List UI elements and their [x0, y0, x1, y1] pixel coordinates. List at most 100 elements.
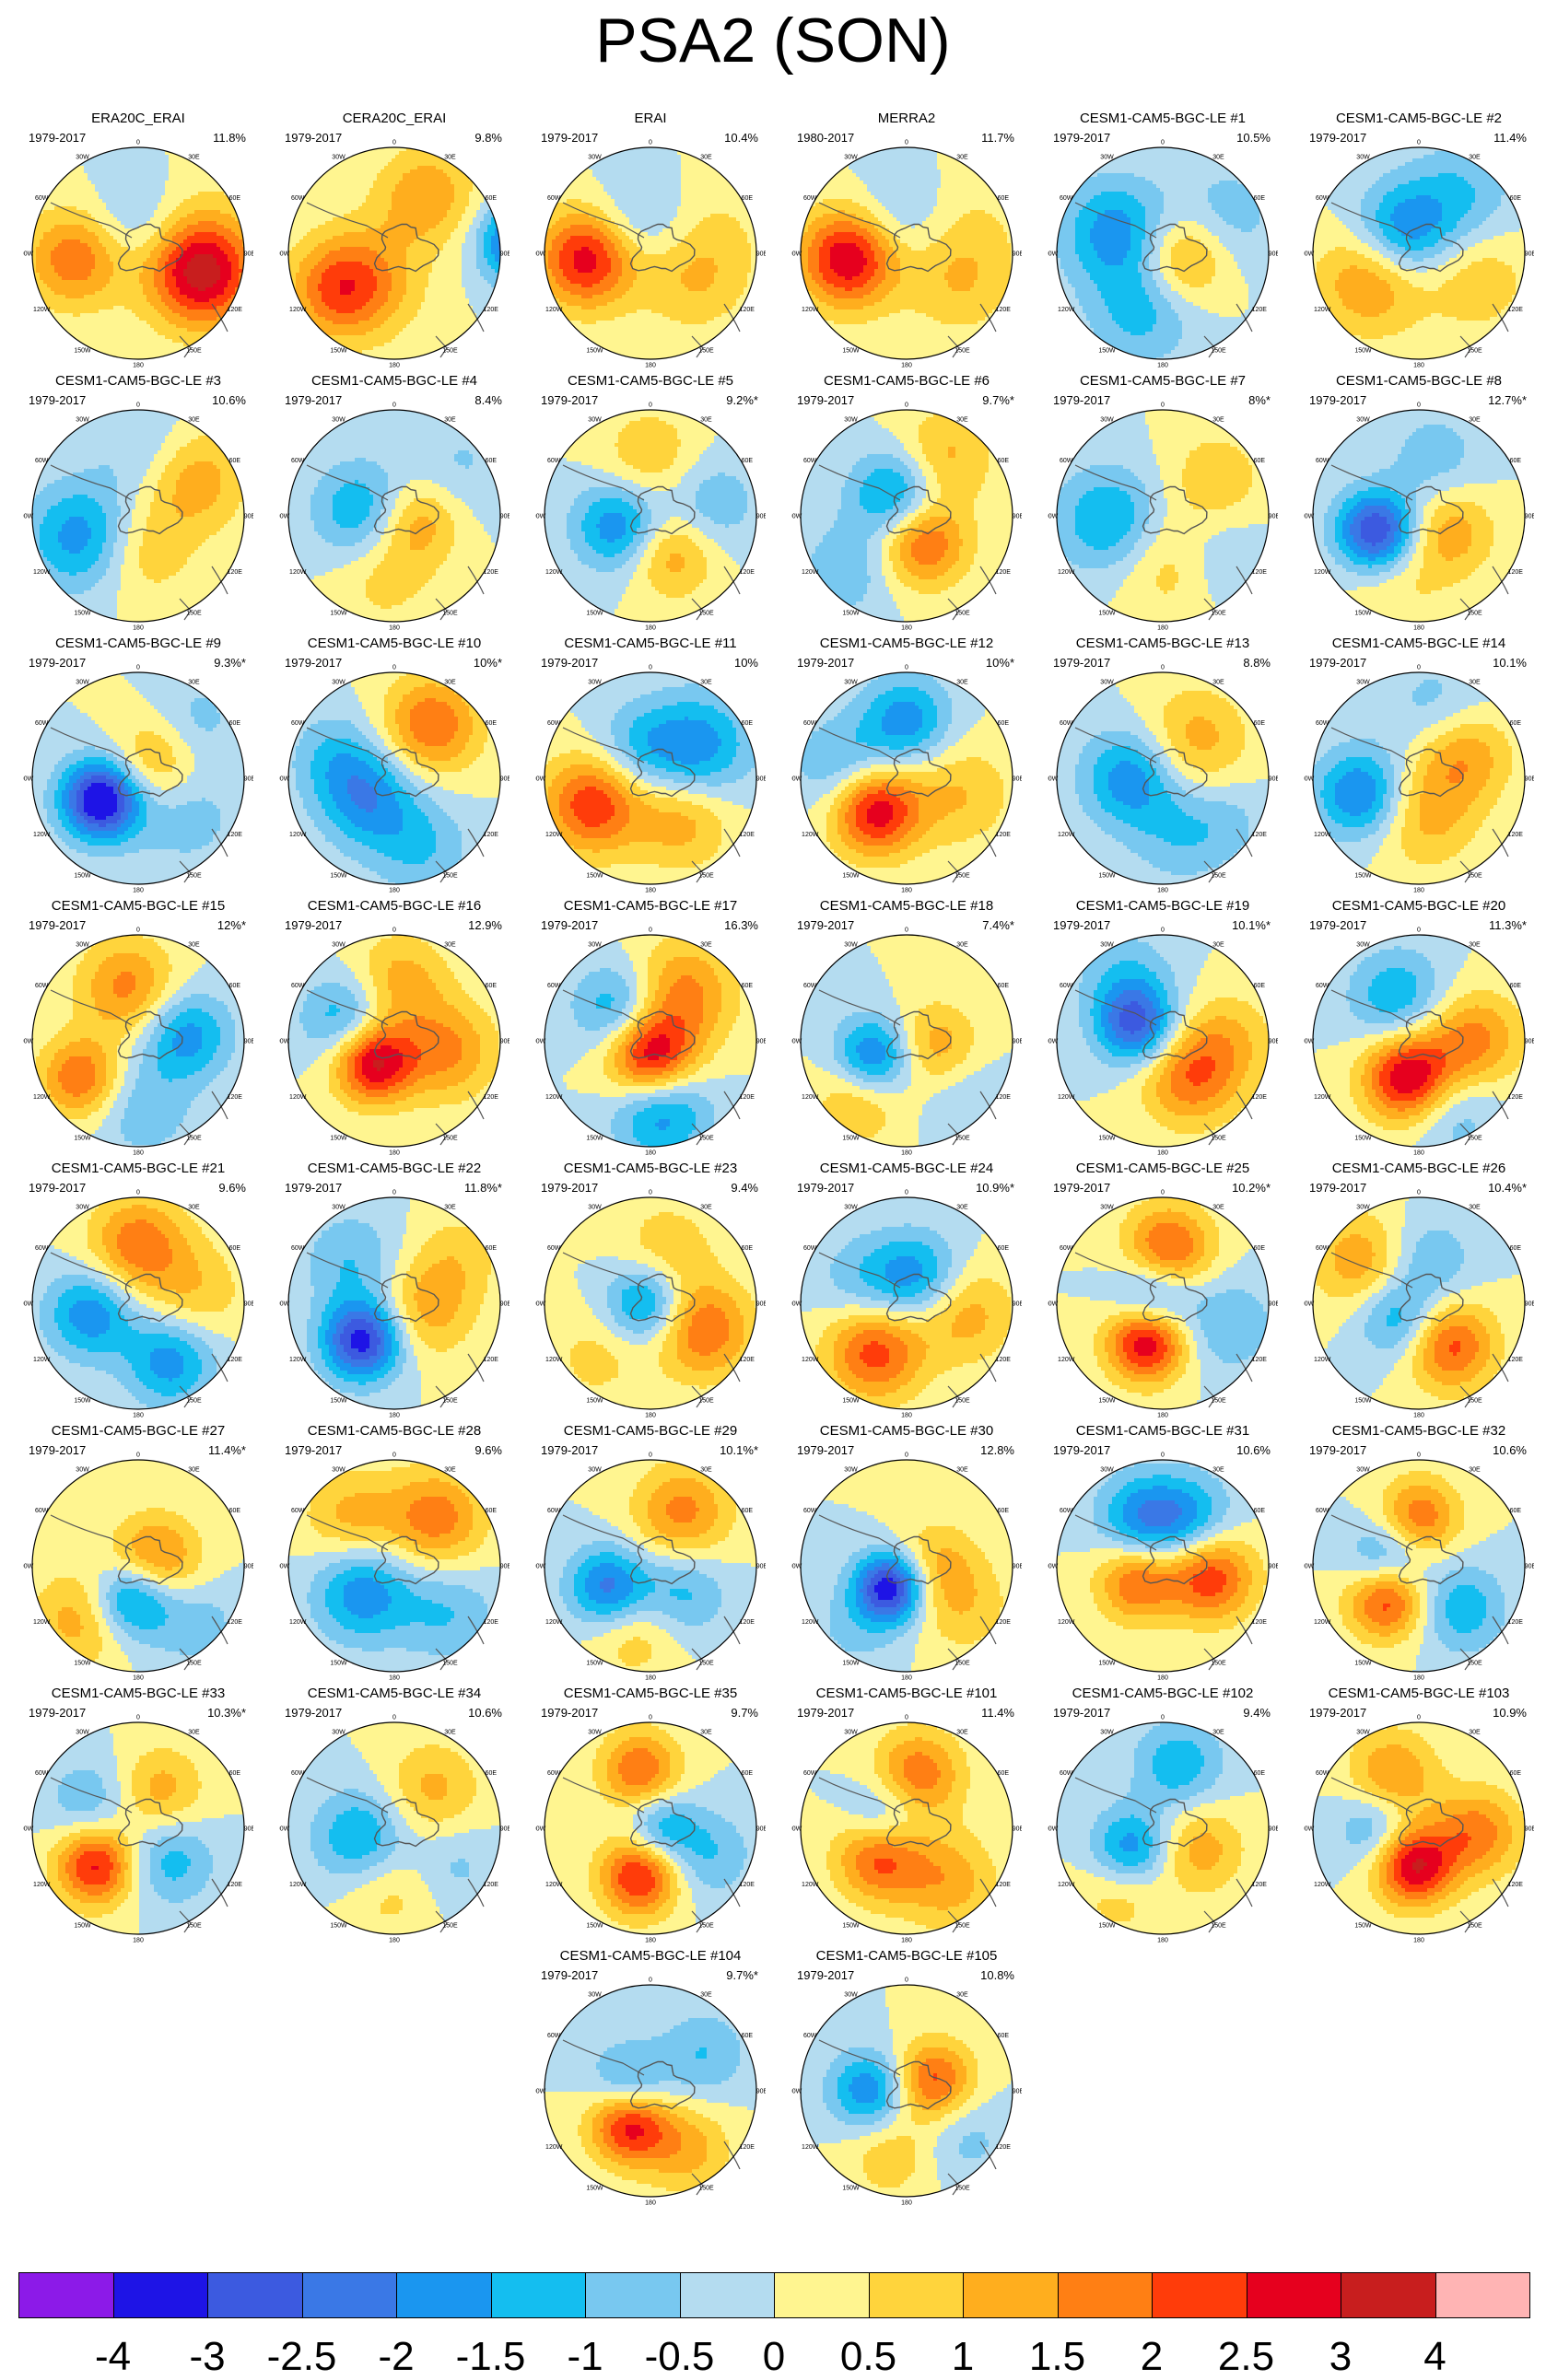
panel-title: CESM1-CAM5-BGC-LE #29 [535, 1423, 766, 1440]
longitude-label: 90W [279, 776, 290, 783]
longitude-label: 0 [1161, 402, 1165, 409]
panel-title: CESM1-CAM5-BGC-LE #105 [791, 1948, 1022, 1965]
longitude-label: 180 [389, 1675, 400, 1682]
longitude-label: 0 [136, 1190, 140, 1196]
longitude-label: 150W [1354, 1922, 1372, 1929]
longitude-label: 150W [74, 610, 91, 616]
longitude-label: 90E [756, 776, 766, 783]
colorbar-tick-label: 0 [763, 2334, 785, 2380]
colorbar-tick-label: 1.5 [1029, 2334, 1085, 2380]
panel-title: CESM1-CAM5-BGC-LE #2 [1304, 111, 1534, 127]
longitude-label: 30W [1356, 942, 1370, 949]
longitude-label: 60W [1060, 720, 1073, 727]
longitude-label: 90E [1013, 1826, 1022, 1833]
colorbar-swatch [680, 2272, 776, 2318]
longitude-label: 120W [289, 1882, 307, 1888]
longitude-label: 120W [289, 569, 307, 576]
longitude-label: 120W [33, 1619, 51, 1626]
longitude-label: 150W [1098, 347, 1116, 354]
colorbar-tick-label: 1 [952, 2334, 974, 2380]
longitude-label: 150W [842, 347, 860, 354]
longitude-label: 30E [188, 942, 200, 949]
longitude-label: 150E [442, 610, 458, 616]
longitude-label: 60E [998, 2033, 1010, 2039]
longitude-label: 90E [756, 1039, 766, 1045]
longitude-label: 120W [1314, 832, 1331, 838]
longitude-label: 180 [389, 363, 400, 369]
longitude-label: 150W [330, 610, 347, 616]
panel-title: CESM1-CAM5-BGC-LE #27 [23, 1423, 253, 1440]
longitude-label: 120W [545, 2144, 563, 2151]
longitude-label: 0 [392, 1452, 396, 1459]
longitude-label: 30E [956, 417, 968, 424]
longitude-label: 180 [901, 625, 912, 632]
longitude-label: 30W [588, 680, 602, 686]
longitude-label: 90E [244, 1564, 253, 1570]
polar-map: 030E60E90E120E150E180150W120W90W60W30W [535, 401, 766, 631]
longitude-label: 120W [545, 569, 563, 576]
longitude-label: 60W [1060, 1770, 1073, 1777]
longitude-label: 120E [996, 1094, 1012, 1101]
figure-title: PSA2 (SON) [0, 4, 1546, 77]
polar-map: 030E60E90E120E150E180150W120W90W60W30W [1304, 1188, 1534, 1418]
longitude-label: 0 [136, 140, 140, 146]
longitude-label: 150E [955, 1397, 970, 1404]
polar-map: 030E60E90E120E150E180150W120W90W60W30W [279, 926, 509, 1156]
longitude-label: 30E [956, 1992, 968, 1999]
longitude-label: 150W [1098, 872, 1116, 879]
longitude-label: 150W [74, 872, 91, 879]
longitude-label: 180 [1413, 363, 1424, 369]
longitude-label: 120E [484, 1094, 499, 1101]
longitude-label: 60E [742, 720, 754, 727]
polar-map: 030E60E90E120E150E180150W120W90W60W30W [1048, 138, 1278, 368]
longitude-label: 30E [188, 1467, 200, 1474]
colorbar-tick-label: 2.5 [1218, 2334, 1274, 2380]
panel-title: CESM1-CAM5-BGC-LE #8 [1304, 373, 1534, 390]
longitude-label: 60W [803, 195, 817, 202]
longitude-label: 90E [500, 776, 509, 783]
longitude-label: 0 [905, 402, 908, 409]
longitude-label: 150E [186, 610, 202, 616]
longitude-label: 180 [1157, 1675, 1168, 1682]
longitude-label: 120W [802, 832, 819, 838]
longitude-label: 90E [1013, 251, 1022, 258]
longitude-label: 30W [1100, 1730, 1114, 1736]
longitude-label: 150W [330, 1135, 347, 1141]
longitude-label: 60E [486, 458, 498, 464]
longitude-label: 150W [586, 872, 603, 879]
longitude-label: 180 [1157, 625, 1168, 632]
longitude-label: 60W [291, 1245, 305, 1252]
longitude-label: 150E [698, 1922, 714, 1929]
longitude-label: 30E [956, 1467, 968, 1474]
colorbar-swatch [963, 2272, 1059, 2318]
longitude-label: 30W [1356, 155, 1370, 161]
longitude-label: 0 [1161, 928, 1165, 934]
longitude-label: 180 [1157, 1150, 1168, 1157]
longitude-label: 150E [186, 872, 202, 879]
panel-title: CESM1-CAM5-BGC-LE #32 [1304, 1423, 1534, 1440]
longitude-label: 120W [1058, 1619, 1075, 1626]
longitude-label: 90E [244, 1826, 253, 1833]
longitude-label: 150W [1354, 1135, 1372, 1141]
longitude-label: 60W [291, 720, 305, 727]
longitude-label: 120E [228, 1094, 243, 1101]
longitude-label: 150E [1467, 1922, 1482, 1929]
longitude-label: 30W [1356, 1467, 1370, 1474]
panel-title: CESM1-CAM5-BGC-LE #104 [535, 1948, 766, 1965]
longitude-label: 60W [1060, 458, 1073, 464]
polar-map: 030E60E90E120E150E180150W120W90W60W30W [535, 1451, 766, 1681]
colorbar-swatch [18, 2272, 114, 2318]
colorbar-swatch [1435, 2272, 1531, 2318]
longitude-label: 60W [1316, 1508, 1329, 1514]
longitude-label: 60W [291, 1508, 305, 1514]
longitude-label: 120E [1252, 569, 1268, 576]
colorbar-tick-label: -2 [378, 2334, 414, 2380]
longitude-label: 0 [649, 1190, 652, 1196]
polar-map: 030E60E90E120E150E180150W120W90W60W30W [1304, 926, 1534, 1156]
longitude-label: 90E [1013, 514, 1022, 520]
longitude-label: 30E [1212, 1467, 1224, 1474]
colorbar-swatch [1247, 2272, 1342, 2318]
longitude-label: 180 [1157, 1938, 1168, 1944]
